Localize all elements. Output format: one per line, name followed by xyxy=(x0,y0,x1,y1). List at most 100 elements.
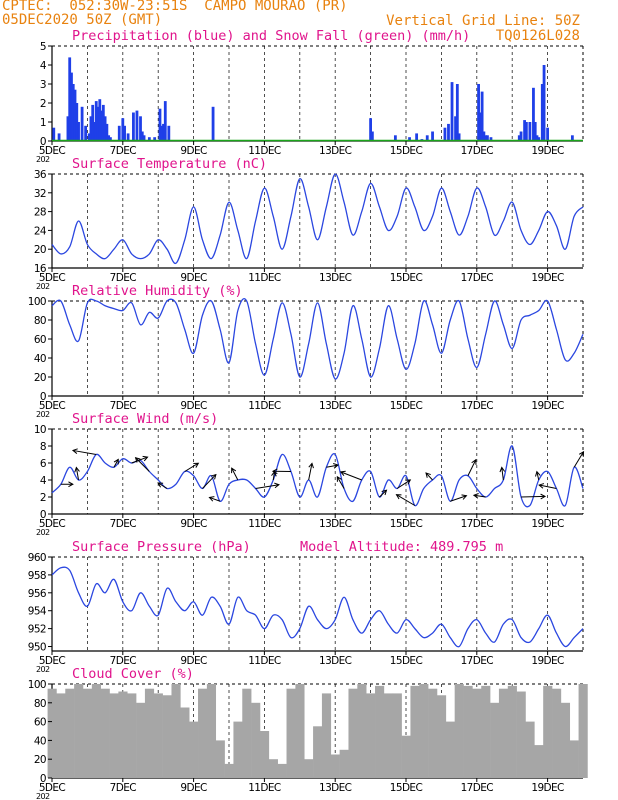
wind-arrow-head xyxy=(538,483,545,489)
x-tick-label: 19DEC xyxy=(531,145,564,157)
precip-bar xyxy=(484,135,488,141)
wind-arrow xyxy=(395,494,416,506)
x-tick-label: 15DEC xyxy=(390,518,423,530)
precip-bar xyxy=(121,118,125,141)
wind-arrow-head xyxy=(535,470,541,477)
cloud-cover-bar xyxy=(224,763,234,778)
cloud-cover-bar xyxy=(543,685,553,778)
x-tick-label: 17DEC xyxy=(461,782,494,794)
x-tick-label: 7DEC xyxy=(110,145,137,157)
x-tick-label: 17DEC xyxy=(461,400,494,412)
cloud-cover-bar xyxy=(516,691,526,778)
wind-arrow-head xyxy=(472,493,479,499)
panel-title: Relative Humidity (%) xyxy=(72,283,243,299)
cloud-cover-bar xyxy=(410,685,420,778)
x-tick-label: 7DEC xyxy=(110,782,137,794)
wind-arrow xyxy=(231,467,239,481)
wind-arrow-head xyxy=(308,462,314,469)
wind-arrow xyxy=(573,450,585,468)
precip-bar xyxy=(109,137,112,141)
panel-temperature xyxy=(48,173,584,272)
wind-arrow-shaft xyxy=(536,471,540,481)
cloud-cover-bar xyxy=(109,693,119,778)
wind-arrow-shaft xyxy=(135,457,150,472)
x-tick-label: 13DEC xyxy=(319,655,352,667)
wind-arrow-head xyxy=(157,482,164,488)
cloud-cover-bar xyxy=(233,721,243,778)
y-tick-label: 0 xyxy=(40,773,46,785)
precip-bar xyxy=(73,89,77,141)
y-tick-label: 28 xyxy=(34,207,46,219)
wind-arrow xyxy=(74,466,80,481)
y-tick-label: 10 xyxy=(34,424,46,436)
precip-bar xyxy=(162,123,165,141)
panel-title: Surface Temperature (nC) xyxy=(72,156,267,172)
wind-arrow-shaft xyxy=(336,476,345,489)
cloud-cover-bar xyxy=(330,754,340,778)
y-tick-label: 954 xyxy=(28,606,47,618)
cloud-cover-bar xyxy=(481,685,491,778)
x-tick-label: 7DEC xyxy=(110,272,137,284)
precip-bar xyxy=(140,131,144,141)
x-tick-label: 5DEC xyxy=(39,272,66,284)
wind-arrow-shaft xyxy=(573,451,584,468)
y-tick-label: 3 xyxy=(40,79,46,91)
wind-arrow-shaft xyxy=(396,479,411,489)
cloud-cover-bar xyxy=(454,684,464,778)
wind-arrow-head xyxy=(68,481,74,488)
cloud-cover-bar xyxy=(357,684,367,778)
x-tick-label: 11DEC xyxy=(248,518,281,530)
precip-bar xyxy=(75,103,79,141)
wind-arrow-head xyxy=(499,466,506,473)
wind-arrow xyxy=(499,466,506,481)
wind-arrow xyxy=(450,494,468,502)
header-model-id: TQ0126L028 xyxy=(495,28,580,44)
precip-bar xyxy=(160,125,164,141)
x-year-label: 202 xyxy=(36,155,50,164)
cloud-cover-bar xyxy=(74,684,84,778)
panel-wind xyxy=(48,428,585,518)
cloud-cover-bar xyxy=(552,688,562,778)
wind-arrow-head xyxy=(425,472,431,478)
precip-bar xyxy=(480,91,484,141)
y-tick-label: 960 xyxy=(28,552,46,564)
precip-bar xyxy=(425,135,429,141)
wind-arrow-head xyxy=(208,496,215,502)
precip-bar xyxy=(211,106,215,141)
wind-arrow-shaft xyxy=(396,494,416,506)
cloud-cover-bar xyxy=(127,693,137,778)
x-tick-label: 9DEC xyxy=(180,655,207,667)
wind-arrow xyxy=(521,493,547,500)
cloud-cover-bar xyxy=(348,688,358,778)
y-tick-label: 1 xyxy=(40,117,46,129)
y-tick-label: 20 xyxy=(34,754,46,766)
precip-bar xyxy=(68,57,72,141)
cloud-cover-bar xyxy=(498,688,509,778)
precip-bar xyxy=(84,125,88,141)
x-tick-label: 9DEC xyxy=(180,272,207,284)
x-tick-label: 9DEC xyxy=(180,145,207,157)
wind-arrow-head xyxy=(142,455,149,462)
wind-arrow-head xyxy=(113,458,119,465)
x-tick-label: 11DEC xyxy=(248,400,281,412)
y-tick-label: 60 xyxy=(34,334,46,346)
x-year-label: 202 xyxy=(36,410,50,419)
wind-arrow-head xyxy=(381,489,388,496)
precip-bar xyxy=(139,116,142,141)
x-tick-label: 5DEC xyxy=(39,400,66,412)
cloud-cover-bar xyxy=(578,684,588,778)
cloud-cover-bar xyxy=(259,731,270,778)
wind-arrow-shaft xyxy=(308,463,313,481)
precip-bar xyxy=(126,133,130,141)
wind-arrow-head xyxy=(134,457,141,463)
x-tick-label: 11DEC xyxy=(248,782,281,794)
precip-bar xyxy=(71,84,75,141)
y-tick-label: 60 xyxy=(34,717,46,729)
x-tick-label: 13DEC xyxy=(319,145,352,157)
cloud-cover-bar xyxy=(206,684,217,778)
wind-arrow xyxy=(60,481,74,488)
y-tick-label: 2 xyxy=(40,492,46,504)
wind-arrow xyxy=(208,496,221,502)
series-line-wind xyxy=(51,445,584,508)
cloud-cover-bar xyxy=(82,688,93,778)
